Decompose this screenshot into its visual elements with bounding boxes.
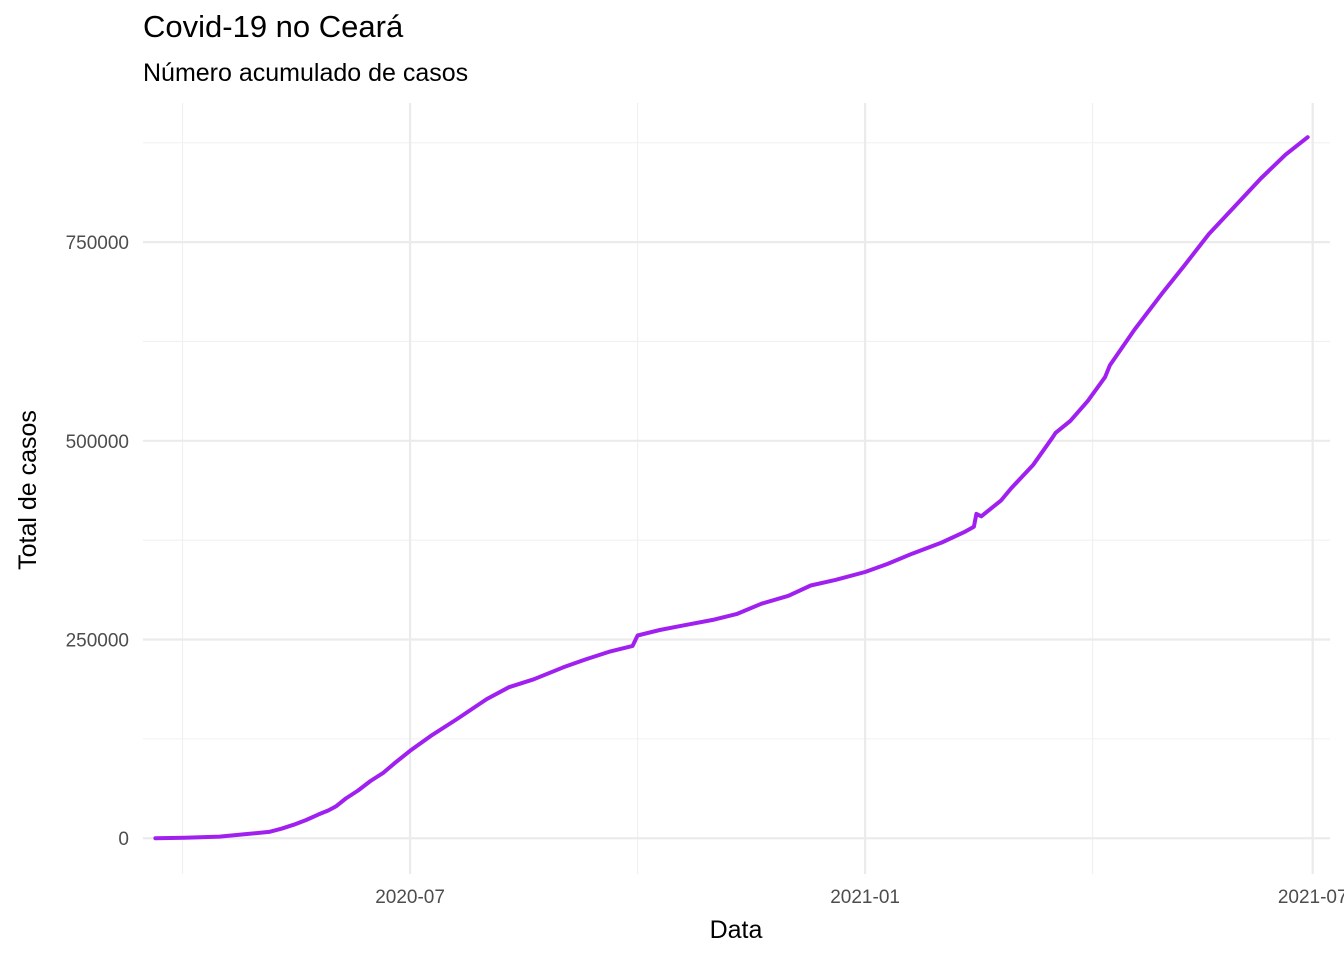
y-axis-ticks: 0 250000 500000 750000 [66, 233, 129, 850]
y-tick-label: 750000 [66, 233, 129, 254]
x-tick-label: 2021-07 [1278, 887, 1344, 908]
x-tick-label: 2020-07 [375, 887, 445, 908]
x-axis-ticks: 2020-07 2021-01 2021-07 [375, 887, 1344, 908]
y-tick-label: 500000 [66, 432, 129, 453]
chart-title: Covid-19 no Ceará [143, 9, 404, 44]
grid-major [143, 103, 1330, 874]
y-tick-label: 0 [118, 829, 129, 850]
chart-subtitle: Número acumulado de casos [143, 59, 469, 87]
x-axis-label: Data [710, 916, 763, 944]
y-tick-label: 250000 [66, 631, 129, 652]
series-line-cases [153, 135, 1310, 841]
grid-minor [143, 103, 1330, 874]
x-tick-label: 2021-01 [830, 887, 900, 908]
y-axis-label: Total de casos [14, 410, 42, 570]
series-layer [153, 135, 1310, 841]
